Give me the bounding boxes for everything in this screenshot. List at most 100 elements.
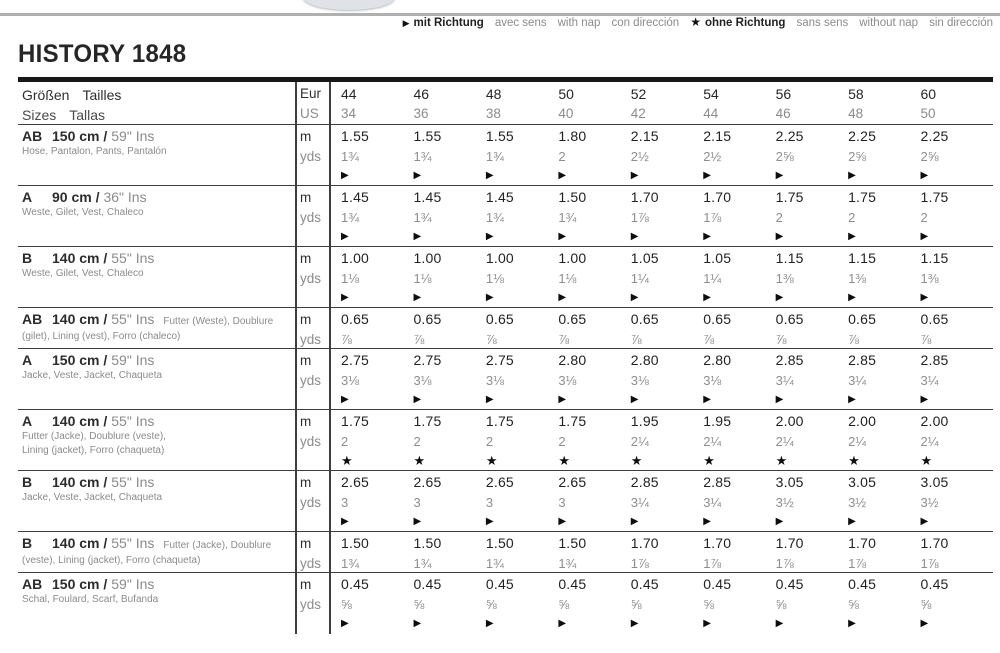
fabric-width-cm: 140 cm / [52, 311, 108, 327]
us-size-value: 38 [485, 106, 501, 121]
yards-value: 1¾ [558, 555, 577, 571]
requirement-cell: 2.25 2⅝ ▶ [776, 125, 848, 185]
meters-unit: m [300, 312, 312, 327]
size-system-column: Eur US [295, 82, 329, 124]
with-nap-arrow-icon: ▶ [775, 394, 784, 405]
with-nap-arrow-icon: ▶ [775, 618, 784, 629]
yards-value: 3⅛ [485, 372, 504, 388]
meters-value: 1.15 [920, 250, 949, 266]
no-nap-star-icon: ★ [485, 453, 498, 468]
requirement-cell: 0.45 ⅝ ▶ [558, 573, 630, 634]
requirement-cell: 2.80 3⅛ ▶ [558, 349, 630, 409]
with-nap-arrow-icon: ▶ [341, 292, 349, 303]
meters-value: 1.70 [630, 189, 659, 205]
meters-value: 1.45 [413, 189, 442, 205]
meters-value: 1.50 [558, 535, 587, 551]
garment-note: (veste), Lining (jacket), Forro (chaquet… [22, 555, 201, 566]
yards-value: ⅝ [775, 596, 787, 612]
with-nap-arrow-icon: ▶ [848, 618, 856, 629]
with-nap-arrow-icon: ▶ [630, 618, 639, 629]
requirement-cells: 1.50 1¾ 1.50 1¾ 1.50 1¾ 1.50 1¾ 1.70 1⅞ 1.70 1⅞ 1.70… [329, 532, 993, 572]
meters-value: 2.85 [848, 352, 877, 368]
requirement-cell: 1.80 2 ▶ [558, 125, 630, 185]
yards-value: 1¾ [341, 555, 360, 571]
yards-value: 1⅛ [485, 270, 504, 286]
with-nap-arrow-icon: ▶ [341, 170, 349, 181]
meters-value: 2.25 [920, 128, 949, 144]
legend-label: avec sens [494, 17, 547, 29]
with-nap-arrow-icon: ▶ [413, 618, 422, 629]
requirement-cell: 0.45 ⅝ ▶ [703, 573, 775, 634]
meters-value: 1.75 [341, 413, 370, 429]
label-column-divider [295, 82, 297, 634]
with-nap-arrow-icon: ▶ [558, 292, 567, 303]
views-letter: AB [22, 576, 43, 592]
us-label: US [300, 106, 319, 121]
requirement-cell: 0.65 ⅞ [921, 308, 993, 348]
yards-value: 2¼ [703, 433, 722, 449]
fabric-row: B 140 cm /55" Ins Futter (Jacke), Doublure… [18, 532, 993, 573]
garment-note: Jacke, Veste, Jacket, Chaqueta [22, 370, 163, 381]
meters-value: 0.45 [413, 576, 442, 592]
meters-value: 1.15 [848, 250, 877, 266]
fabric-width-ins: 55" Ins [111, 535, 155, 551]
yards-value: ⅝ [413, 596, 425, 612]
with-nap-arrow-icon: ▶ [703, 516, 711, 527]
with-nap-arrow-icon: ▶ [920, 292, 929, 303]
yards-value: 2½ [703, 148, 722, 164]
requirement-cell: 2.00 2¼ ★ [776, 410, 848, 470]
meters-value: 0.65 [341, 311, 370, 327]
requirement-cell: 2.85 3¼ ▶ [631, 471, 703, 531]
garment-note: Futter (Jacke), Doublure (veste), [22, 431, 166, 442]
garment-note: Schal, Foulard, Scarf, Bufanda [22, 594, 159, 605]
yards-unit: yds [300, 597, 322, 612]
requirement-cell: 1.75 2 ▶ [848, 186, 920, 246]
row-label-main: A 140 cm /55" Ins [22, 413, 289, 430]
unit-cell: m yds [295, 186, 329, 246]
meters-value: 0.45 [775, 576, 804, 592]
requirement-cell: 3.05 3½ ▶ [776, 471, 848, 531]
fabric-width-cm: 140 cm / [52, 474, 108, 490]
meters-value: 1.55 [341, 128, 370, 144]
requirement-cells: 0.45 ⅝ ▶ 0.45 ⅝ ▶ 0.45 ⅝ ▶ 0.45 ⅝ ▶ 0.45 ⅝ ▶ 0.45 ⅝ ▶ 0.45… [329, 573, 993, 634]
fabric-width-ins: 55" Ins [111, 413, 155, 429]
size-column-header: 56 46 [776, 82, 848, 124]
requirement-cell: 1.70 1⅞ ▶ [703, 186, 775, 246]
requirement-cell: 0.45 ⅝ ▶ [486, 573, 558, 634]
with-nap-arrow-icon: ▶ [413, 394, 422, 405]
yards-value: 1¾ [413, 148, 432, 164]
with-nap-arrow-icon: ▶ [848, 170, 856, 181]
meters-value: 1.75 [920, 189, 949, 205]
yards-value: ⅝ [848, 596, 859, 612]
requirement-cell: 0.65 ⅞ [413, 308, 485, 348]
no-nap-star-icon: ★ [630, 453, 643, 468]
meters-value: 0.65 [558, 311, 587, 327]
garment-note: Weste, Gilet, Vest, Chaleco [22, 207, 144, 218]
requirement-cell: 1.75 2 ▶ [776, 186, 848, 246]
meters-value: 0.45 [485, 576, 514, 592]
meters-value: 1.80 [558, 128, 587, 144]
requirement-cell: 2.85 3¼ ▶ [776, 349, 848, 409]
requirement-cell: 1.50 1¾ [341, 532, 413, 572]
requirement-cell: 1.70 1⅞ [848, 532, 920, 572]
row-label: AB 150 cm /59" Ins Schal, Foulard, Scarf, … [18, 573, 295, 634]
views-letter: AB [22, 311, 43, 327]
yards-value: ⅞ [630, 331, 642, 347]
requirement-cells: 1.75 2 ★ 1.75 2 ★ 1.75 2 ★ 1.75 2 ★ 1.95 2¼ ★ 1.95 2¼ ★ 2.… [329, 410, 993, 470]
yards-value: ⅞ [775, 331, 787, 347]
garment-note-inline: Futter (Jacke), Doublure [163, 540, 272, 551]
yards-value: 3 [341, 494, 349, 510]
meters-value: 1.75 [775, 189, 804, 205]
with-nap-arrow-icon: ▶ [341, 516, 349, 527]
requirement-cell: 1.75 2 ★ [413, 410, 485, 470]
views-letter: A [22, 189, 33, 205]
sizes-column-divider [329, 82, 331, 634]
requirement-cell: 2.15 2½ ▶ [631, 125, 703, 185]
views-letter: B [22, 250, 33, 266]
us-size-value: 40 [558, 106, 574, 121]
with-nap-arrow-icon: ▶ [920, 231, 929, 242]
unit-cell: m yds [295, 247, 329, 307]
requirement-cell: 0.45 ⅝ ▶ [848, 573, 920, 634]
with-nap-arrow-icon: ▶ [630, 516, 639, 527]
requirement-cell: 1.75 2 ▶ [921, 186, 993, 246]
